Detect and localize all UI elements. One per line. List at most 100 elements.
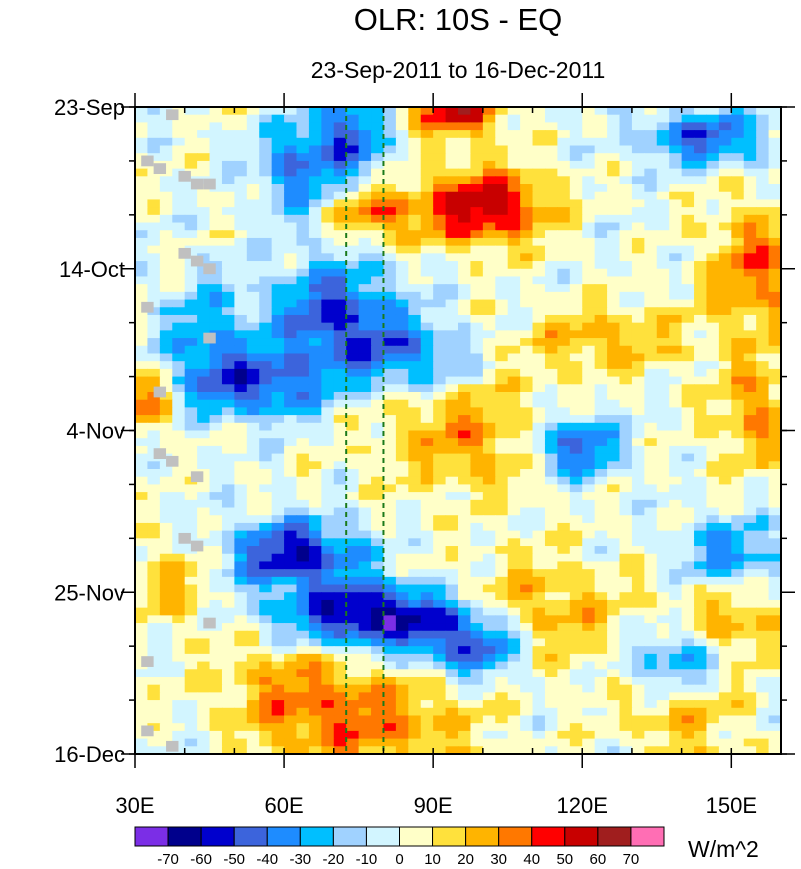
heatmap-cell xyxy=(743,469,757,478)
heatmap-cell xyxy=(607,453,621,462)
heatmap-cell xyxy=(234,445,248,455)
heatmap-cell xyxy=(756,661,770,670)
heatmap-cell xyxy=(532,307,546,316)
heatmap-cell xyxy=(495,638,509,647)
heatmap-cell xyxy=(371,137,385,147)
heatmap-cell xyxy=(619,407,633,416)
heatmap-cell xyxy=(395,538,409,547)
heatmap-cell xyxy=(743,237,757,247)
heatmap-cell xyxy=(694,168,708,177)
heatmap-cell xyxy=(706,253,720,262)
heatmap-cell xyxy=(607,222,621,231)
heatmap-cell xyxy=(718,338,732,347)
heatmap-cell xyxy=(669,599,683,609)
heatmap-cell xyxy=(619,499,633,509)
heatmap-cell xyxy=(284,630,298,640)
heatmap-cell xyxy=(594,291,608,301)
heatmap-cell xyxy=(495,507,509,516)
heatmap-cell xyxy=(246,746,260,755)
heatmap-cell xyxy=(383,153,397,162)
heatmap-cell xyxy=(718,276,732,285)
heatmap-cell xyxy=(246,492,260,501)
heatmap-cell xyxy=(445,145,459,154)
heatmap-cell xyxy=(582,214,596,224)
heatmap-cell xyxy=(271,746,285,755)
heatmap-cell xyxy=(346,676,360,686)
heatmap-cell xyxy=(234,553,248,563)
heatmap-cell xyxy=(470,738,484,747)
heatmap-cell xyxy=(669,330,683,339)
heatmap-cell xyxy=(395,407,409,416)
heatmap-cell xyxy=(259,160,273,170)
heatmap-cell xyxy=(371,284,385,293)
heatmap-cell xyxy=(507,276,521,285)
heatmap-cell xyxy=(358,692,372,701)
heatmap-cell xyxy=(308,422,322,432)
heatmap-cell xyxy=(358,214,372,224)
heatmap-cell xyxy=(644,253,658,262)
heatmap-cell xyxy=(532,738,546,747)
heatmap-cell xyxy=(520,230,534,239)
heatmap-cell xyxy=(706,676,720,686)
heatmap-cell xyxy=(296,599,310,609)
heatmap-cell xyxy=(520,469,534,478)
heatmap-cell xyxy=(520,623,534,632)
heatmap-cell xyxy=(631,299,645,308)
heatmap-cell xyxy=(395,137,409,147)
heatmap-cell xyxy=(470,338,484,347)
heatmap-cell xyxy=(383,561,397,570)
heatmap-cell xyxy=(544,492,558,501)
heatmap-cell xyxy=(221,391,235,401)
heatmap-cell xyxy=(470,176,484,185)
heatmap-cell xyxy=(594,268,608,278)
heatmap-cell xyxy=(694,576,708,586)
heatmap-cell xyxy=(619,122,633,131)
heatmap-cell xyxy=(197,237,211,247)
heatmap-cell xyxy=(346,391,360,401)
heatmap-cell xyxy=(147,638,161,647)
heatmap-cell xyxy=(147,546,161,555)
heatmap-cell xyxy=(383,268,397,278)
heatmap-cell xyxy=(284,584,298,593)
heatmap-cell xyxy=(544,407,558,416)
heatmap-cell xyxy=(209,669,223,678)
heatmap-cell xyxy=(507,330,521,339)
heatmap-cell xyxy=(346,353,360,362)
heatmap-cell xyxy=(420,730,434,740)
heatmap-cell xyxy=(607,553,621,563)
heatmap-cell xyxy=(756,214,770,224)
heatmap-cell xyxy=(234,476,248,486)
heatmap-cell xyxy=(681,492,695,501)
heatmap-cell xyxy=(259,507,273,516)
heatmap-cell xyxy=(644,376,658,385)
heatmap-cell xyxy=(768,430,782,439)
heatmap-cell xyxy=(433,422,447,432)
heatmap-cell xyxy=(520,299,534,308)
heatmap-cell xyxy=(358,237,372,247)
heatmap-cell xyxy=(482,399,496,408)
heatmap-cell xyxy=(731,207,745,216)
heatmap-cell xyxy=(259,338,273,347)
heatmap-cell xyxy=(371,615,385,624)
heatmap-cell xyxy=(358,653,372,663)
heatmap-cell xyxy=(445,376,459,385)
heatmap-cell xyxy=(221,322,235,331)
heatmap-cell xyxy=(495,322,509,331)
heatmap-cell xyxy=(557,422,571,432)
heatmap-cell xyxy=(644,445,658,455)
heatmap-cell xyxy=(172,692,186,701)
heatmap-cell xyxy=(619,222,633,231)
heatmap-cell xyxy=(246,476,260,486)
heatmap-cell xyxy=(470,137,484,147)
heatmap-cell xyxy=(308,391,322,401)
heatmap-cell xyxy=(756,515,770,524)
heatmap-cell xyxy=(458,676,472,686)
heatmap-cell xyxy=(159,368,173,378)
heatmap-cell xyxy=(656,245,670,254)
heatmap-cell xyxy=(395,245,409,254)
heatmap-cell xyxy=(520,630,534,640)
heatmap-cell xyxy=(284,122,298,131)
heatmap-cell xyxy=(582,122,596,131)
heatmap-cell xyxy=(172,314,186,324)
heatmap-cell xyxy=(656,522,670,532)
